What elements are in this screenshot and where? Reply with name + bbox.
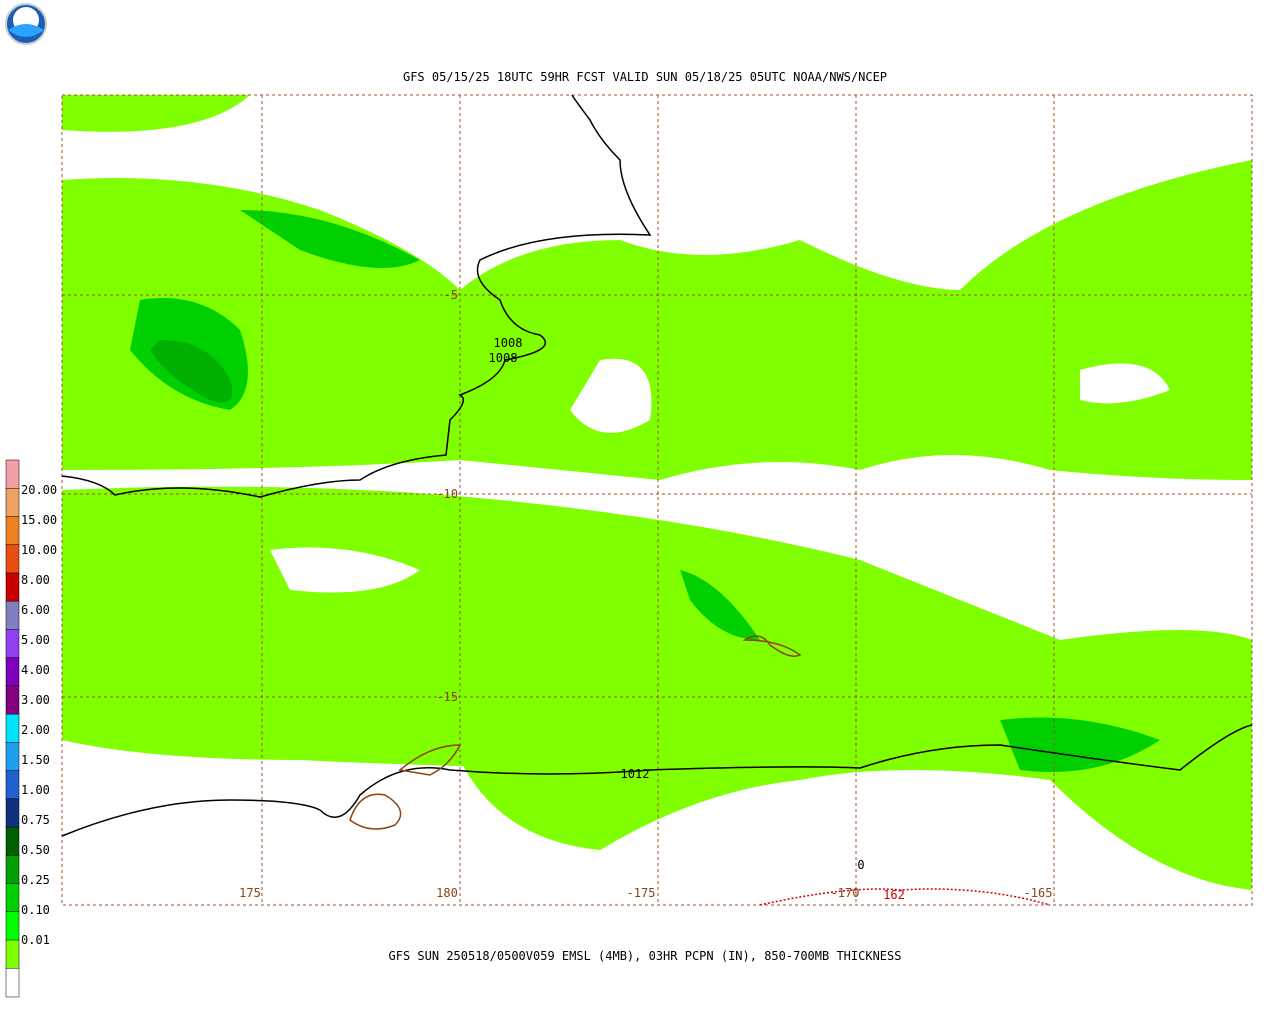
precipitation-field bbox=[62, 95, 1252, 890]
legend-label: 5.00 bbox=[21, 633, 50, 647]
legend-swatch bbox=[5, 939, 20, 969]
contour-label: 1008 bbox=[489, 351, 518, 365]
contour-label: 1008 bbox=[494, 336, 523, 350]
title: GFS 05/15/25 18UTC 59HR FCST VALID SUN 0… bbox=[403, 70, 887, 84]
latitude-label: -15 bbox=[436, 690, 458, 704]
legend-swatch bbox=[5, 742, 20, 772]
latitude-label: -5 bbox=[444, 288, 458, 302]
legend-label: 0.50 bbox=[21, 843, 50, 857]
legend-label: 0.10 bbox=[21, 903, 50, 917]
legend-swatch bbox=[5, 911, 20, 941]
map-frame bbox=[61, 94, 1253, 906]
legend-swatch bbox=[5, 826, 20, 857]
legend-swatch bbox=[5, 883, 20, 913]
legend-label: 4.00 bbox=[21, 663, 50, 677]
legend-swatch bbox=[5, 629, 20, 659]
contour-label: 1012 bbox=[621, 767, 650, 781]
legend-label: 1.00 bbox=[21, 783, 50, 797]
legend-swatch bbox=[5, 967, 20, 998]
legend-swatch bbox=[5, 685, 20, 715]
contour-label: 162 bbox=[883, 888, 905, 902]
legend-swatch bbox=[5, 713, 20, 744]
legend-label: 1.50 bbox=[21, 753, 50, 767]
legend: 20.00 15.00 10.00 8.00 6.00 5.00 4.00 3.00 2.00 1… bbox=[5, 459, 57, 998]
latitude-label: -10 bbox=[436, 487, 458, 501]
legend-swatch bbox=[5, 572, 20, 602]
contour-label: 0 bbox=[857, 858, 864, 872]
legend-label: 6.00 bbox=[21, 603, 50, 617]
legend-label: 2.00 bbox=[21, 723, 50, 737]
legend-label: 10.00 bbox=[21, 543, 57, 557]
legend-label: 0.01 bbox=[21, 933, 50, 947]
legend-swatch bbox=[5, 798, 20, 828]
legend-swatch bbox=[5, 600, 20, 631]
legend-label: 0.75 bbox=[21, 813, 50, 827]
legend-swatch bbox=[5, 855, 20, 885]
longitude-label: -170 bbox=[831, 886, 860, 900]
legend-swatch bbox=[5, 459, 20, 489]
legend-label: 15.00 bbox=[21, 513, 57, 527]
longitude-label: 175 bbox=[239, 886, 261, 900]
legend-label: 20.00 bbox=[21, 483, 57, 497]
legend-label: 8.00 bbox=[21, 573, 50, 587]
legend-swatch bbox=[5, 657, 20, 687]
legend-swatch bbox=[5, 487, 20, 518]
longitude-label: -175 bbox=[627, 886, 656, 900]
longitude-label: -165 bbox=[1024, 886, 1053, 900]
legend-label: 0.25 bbox=[21, 873, 50, 887]
legend-swatch bbox=[5, 544, 20, 574]
grid bbox=[61, 94, 1253, 906]
legend-label: 3.00 bbox=[21, 693, 50, 707]
contours bbox=[61, 94, 1253, 906]
legend-swatch bbox=[5, 516, 20, 546]
noaa-logo bbox=[5, 3, 47, 45]
longitude-label: 180 bbox=[436, 886, 458, 900]
caption: GFS SUN 250518/0500V059 EMSL (4MB), 03HR… bbox=[389, 949, 902, 963]
legend-swatch bbox=[5, 770, 20, 800]
coastlines bbox=[349, 635, 802, 830]
